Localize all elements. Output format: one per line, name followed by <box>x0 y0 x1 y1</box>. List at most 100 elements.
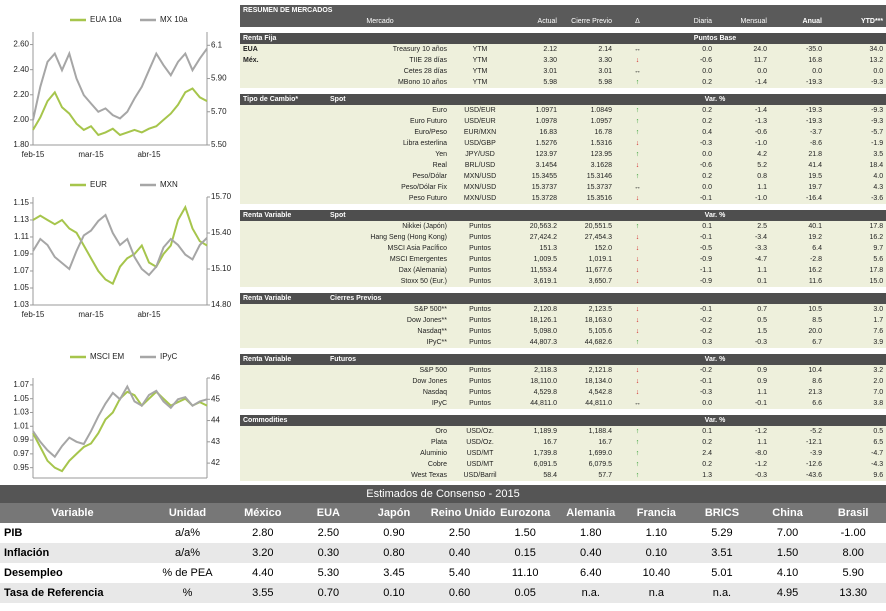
cell: 3.1454 <box>510 160 560 171</box>
section-var: Var. % <box>660 94 770 105</box>
cell: IPyC** <box>310 337 450 348</box>
cell: -0.9 <box>660 254 715 265</box>
cell: -12.1 <box>770 437 825 448</box>
cell: 1,188.4 <box>560 426 615 437</box>
data-row: Peso/Dólar Fix MXN/USD 15.3737 15.3737 ↔ 0.0 1… <box>240 182 886 193</box>
cell: 0.90 <box>361 523 427 543</box>
cell: 1,699.0 <box>560 448 615 459</box>
legend-label: MXN <box>160 180 178 189</box>
cell: 6.6 <box>770 398 825 409</box>
y-tick-label: 0.99 <box>13 435 29 444</box>
cell: Libra esterlina <box>310 138 450 149</box>
cell: % <box>145 583 230 603</box>
cell: 4,529.8 <box>510 387 560 398</box>
data-row: Real BRL/USD 3.1454 3.1628 ↓ -0.6 5.2 41.4 18.4 <box>240 160 886 171</box>
y-tick-label: 1.07 <box>13 266 29 275</box>
section-sub <box>310 33 615 44</box>
cell: ↓ <box>615 138 660 149</box>
gap <box>240 287 886 293</box>
cell: 1.0971 <box>510 105 560 116</box>
y2-tick-label: 6.1 <box>211 40 223 49</box>
section-header: Renta Variable Cierres Previos <box>240 293 886 304</box>
section-var: Var. % <box>660 354 770 365</box>
data-row: MBono 10 años YTM 5.98 5.98 ↑ 0.2 -1.4 -19.3 -9.… <box>240 77 886 88</box>
cell: ↑ <box>615 448 660 459</box>
cell: Dax (Alemania) <box>310 265 450 276</box>
cell: -1.0 <box>715 138 770 149</box>
x-tick-label: feb-15 <box>22 150 45 159</box>
cell <box>240 182 310 193</box>
cell <box>240 232 310 243</box>
cell: 5.29 <box>689 523 755 543</box>
data-row: West Texas USD/Barril 58.4 57.7 ↑ 1.3 -0.3 -43.… <box>240 470 886 481</box>
cell: Nikkei (Japón) <box>310 221 450 232</box>
cell: 19.7 <box>770 182 825 193</box>
legend-label: MX 10a <box>160 15 188 24</box>
section-name: Renta Variable <box>240 354 310 365</box>
cell: 0.0 <box>825 66 886 77</box>
cell: Treasury 10 años <box>310 44 450 55</box>
cell: Euro/Peso <box>310 127 450 138</box>
column-header: Japón <box>361 503 427 523</box>
y-tick-label: 0.95 <box>13 463 29 472</box>
section-var: Var. % <box>660 210 770 221</box>
cell: 16.7 <box>560 437 615 448</box>
cell: IPyC <box>310 398 450 409</box>
cell: 15.3737 <box>510 182 560 193</box>
cell: -2.8 <box>770 254 825 265</box>
gap <box>240 27 886 33</box>
column-header: Diaria <box>660 16 715 27</box>
cell: Yen <box>310 149 450 160</box>
cell: 1.0849 <box>560 105 615 116</box>
cell: 16.83 <box>510 127 560 138</box>
x-tick-label: abr-15 <box>137 310 161 319</box>
cell: 0.1 <box>715 276 770 287</box>
cell <box>240 138 310 149</box>
cell: Aluminio <box>310 448 450 459</box>
cell: Puntos <box>450 398 510 409</box>
column-header: Anual <box>770 16 825 27</box>
cell: Oro <box>310 426 450 437</box>
cell: 5.30 <box>295 563 362 583</box>
cell: 4.2 <box>715 149 770 160</box>
cell: ↓ <box>615 193 660 204</box>
cell <box>240 304 310 315</box>
cell: -1.9 <box>825 138 886 149</box>
cell: -0.2 <box>660 365 715 376</box>
cell: a/a% <box>145 523 230 543</box>
data-row: Nasdaq** Puntos 5,098.0 5,105.6 ↓ -0.2 1.5 20.0… <box>240 326 886 337</box>
cell: 1.5316 <box>560 138 615 149</box>
cell: 44,807.3 <box>510 337 560 348</box>
cell: n.a. <box>557 583 624 603</box>
cell: 6.40 <box>557 563 624 583</box>
cell: 3.45 <box>361 563 427 583</box>
cell: % de PEA <box>145 563 230 583</box>
cell: 1.1 <box>715 265 770 276</box>
cell: ↓ <box>615 365 660 376</box>
cell: -1.4 <box>715 77 770 88</box>
cell: 2.50 <box>295 523 362 543</box>
cell: 44,811.0 <box>510 398 560 409</box>
cell: 4.3 <box>825 182 886 193</box>
y2-tick-label: 44 <box>211 416 220 425</box>
cell: 18.4 <box>825 160 886 171</box>
cell: ↔ <box>615 66 660 77</box>
cell: ↓ <box>615 243 660 254</box>
cell: 0.2 <box>660 77 715 88</box>
cell: 18,134.0 <box>560 376 615 387</box>
cell: Stoxx 50 (Eur.) <box>310 276 450 287</box>
cell: -0.9 <box>660 276 715 287</box>
cell: ↔ <box>615 398 660 409</box>
cell: 5.6 <box>825 254 886 265</box>
data-row: Aluminio USD/MT 1,739.8 1,699.0 ↑ 2.4 -8.0 -3.9… <box>240 448 886 459</box>
cell: 20,551.5 <box>560 221 615 232</box>
cell: 5.98 <box>560 77 615 88</box>
cell: 5.98 <box>510 77 560 88</box>
cell: -35.0 <box>770 44 825 55</box>
cell: 4.10 <box>754 563 821 583</box>
cell: 0.0 <box>660 398 715 409</box>
cell: Dow Jones** <box>310 315 450 326</box>
cell: 27,424.2 <box>510 232 560 243</box>
data-row: MSCI Emergentes Puntos 1,009.5 1,019.1 ↓ -0.9… <box>240 254 886 265</box>
